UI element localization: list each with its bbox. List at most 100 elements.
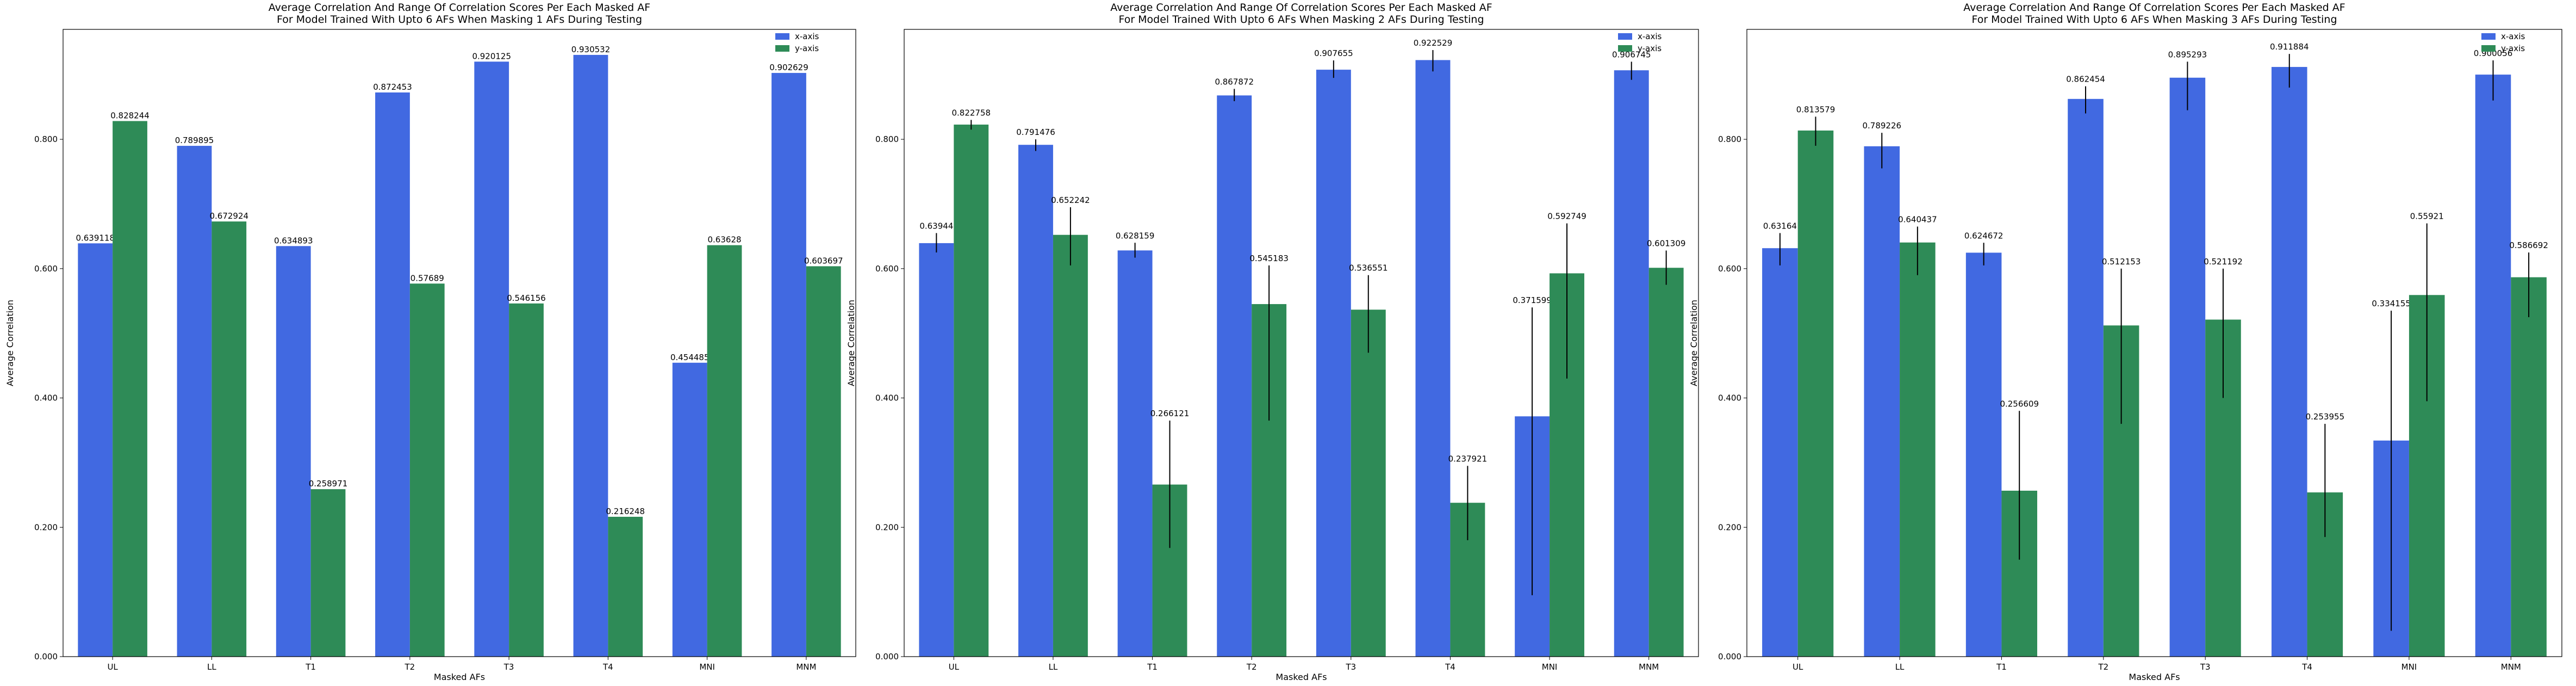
chart-panel-2: Average Correlation And Range Of Correla…	[846, 2, 1699, 682]
legend: x-axis y-axis	[775, 32, 819, 53]
data-label: 0.536551	[1349, 263, 1388, 273]
chart-subtitle: For Model Trained With Upto 6 AFs When M…	[1118, 14, 1484, 26]
bar-y-axis-T2	[409, 283, 445, 657]
bar-x-axis-MNM	[2475, 75, 2511, 657]
x-tick-label: T2	[2098, 662, 2108, 672]
x-axis-label: Masked AFs	[2129, 672, 2180, 682]
x-tick-label: T3	[1345, 662, 1356, 672]
bar-x-axis-MNM	[1614, 70, 1649, 657]
x-tick-label: T3	[503, 662, 514, 672]
x-tick-label: T4	[2301, 662, 2312, 672]
data-label: 0.906745	[1612, 50, 1651, 59]
y-tick-label: 0.000	[1718, 652, 1741, 662]
chart-title: Average Correlation And Range Of Correla…	[269, 2, 650, 14]
x-tick-label: LL	[207, 662, 216, 672]
y-tick-label: 0.600	[34, 264, 58, 274]
legend-swatch-y-axis	[2481, 45, 2496, 52]
x-tick-label: MNM	[1639, 662, 1659, 672]
data-label: 0.640437	[1898, 215, 1937, 225]
data-label: 0.63164	[1763, 221, 1797, 231]
y-tick-label: 0.400	[1718, 393, 1741, 403]
y-tick-label: 0.200	[875, 522, 899, 532]
chart-title: Average Correlation And Range Of Correla…	[1963, 2, 2345, 14]
bar-y-axis-LL	[1900, 242, 1936, 657]
x-tick-label: MNM	[2501, 662, 2521, 672]
data-label: 0.872453	[373, 82, 412, 92]
axes-frame	[1746, 29, 2562, 657]
data-label: 0.789895	[175, 135, 214, 145]
x-tick-label: UL	[107, 662, 118, 672]
bar-x-axis-UL	[1762, 248, 1798, 657]
data-label: 0.895293	[2168, 50, 2207, 59]
bar-y-axis-T3	[509, 303, 544, 657]
data-label: 0.545183	[1249, 254, 1289, 263]
chart-subtitle: For Model Trained With Upto 6 AFs When M…	[1971, 14, 2337, 26]
data-label: 0.256609	[2000, 399, 2039, 409]
chart-title: Average Correlation And Range Of Correla…	[1110, 2, 1492, 14]
bar-y-axis-LL	[1053, 234, 1088, 657]
data-label: 0.63628	[708, 235, 742, 245]
bar-y-axis-MNI	[707, 245, 742, 657]
x-tick-label: MNI	[1542, 662, 1558, 672]
data-label: 0.454485	[670, 353, 710, 362]
data-label: 0.813579	[1796, 104, 1835, 114]
data-label: 0.862454	[2066, 75, 2105, 84]
data-label: 0.586692	[2509, 240, 2548, 250]
y-tick-label: 0.600	[875, 264, 899, 274]
data-label: 0.911884	[2270, 42, 2309, 52]
data-label: 0.902629	[769, 63, 808, 72]
bar-x-axis-UL	[919, 243, 954, 657]
axes-frame	[63, 29, 856, 657]
legend-swatch-y-axis	[775, 45, 789, 52]
data-label: 0.822758	[951, 108, 991, 118]
data-label: 0.828244	[110, 110, 150, 120]
data-label: 0.634893	[274, 236, 313, 245]
x-tick-label: T1	[1996, 662, 2007, 672]
x-axis-label: Masked AFs	[1275, 672, 1327, 682]
bar-y-axis-T1	[310, 489, 346, 657]
bar-x-axis-T1	[276, 246, 311, 657]
data-label: 0.639118	[76, 233, 115, 243]
data-label: 0.922529	[1414, 38, 1453, 48]
bar-y-axis-MNM	[806, 266, 841, 657]
legend-swatch-x-axis	[1618, 33, 1632, 40]
bar-y-axis-MNM	[1648, 268, 1684, 657]
chart-subtitle: For Model Trained With Upto 6 AFs When M…	[277, 14, 642, 26]
y-tick-label: 0.000	[34, 652, 58, 662]
legend-label: y-axis	[795, 44, 819, 53]
x-tick-label: T3	[2200, 662, 2211, 672]
axes-frame	[904, 29, 1699, 657]
data-label: 0.672924	[209, 211, 248, 221]
data-label: 0.791476	[1016, 127, 1055, 137]
bar-x-axis-MNM	[771, 73, 806, 657]
x-tick-label: T2	[1246, 662, 1257, 672]
x-tick-label: T1	[305, 662, 316, 672]
bar-x-axis-T3	[474, 61, 509, 657]
bar-y-axis-LL	[211, 221, 247, 657]
x-tick-label: T2	[405, 662, 415, 672]
data-label: 0.512153	[2102, 257, 2141, 267]
chart-panel-1: Average Correlation And Range Of Correla…	[5, 2, 856, 682]
bar-x-axis-UL	[78, 243, 113, 657]
bar-x-axis-T1	[1117, 250, 1153, 657]
legend-swatch-y-axis	[1618, 45, 1632, 52]
y-axis-label: Average Correlation	[846, 300, 856, 386]
y-tick-label: 0.400	[875, 393, 899, 403]
bar-y-axis-MNM	[2511, 277, 2547, 657]
bar-x-axis-T4	[1415, 60, 1451, 657]
data-label: 0.867872	[1215, 77, 1254, 86]
data-label: 0.55921	[2410, 212, 2444, 221]
bar-y-axis-T3	[1351, 310, 1386, 657]
data-label: 0.652242	[1051, 195, 1090, 205]
data-label: 0.789226	[1862, 121, 1901, 131]
chart-panel-3: Average Correlation And Range Of Correla…	[1689, 2, 2562, 682]
data-label: 0.334155	[2372, 299, 2411, 308]
x-tick-label: LL	[1049, 662, 1058, 672]
bar-x-axis-T2	[2068, 98, 2104, 657]
data-label: 0.592749	[1547, 212, 1586, 221]
bar-y-axis-UL	[113, 121, 147, 657]
data-label: 0.253955	[2306, 412, 2345, 422]
x-tick-label: MNM	[796, 662, 816, 672]
y-tick-label: 0.200	[34, 522, 58, 532]
